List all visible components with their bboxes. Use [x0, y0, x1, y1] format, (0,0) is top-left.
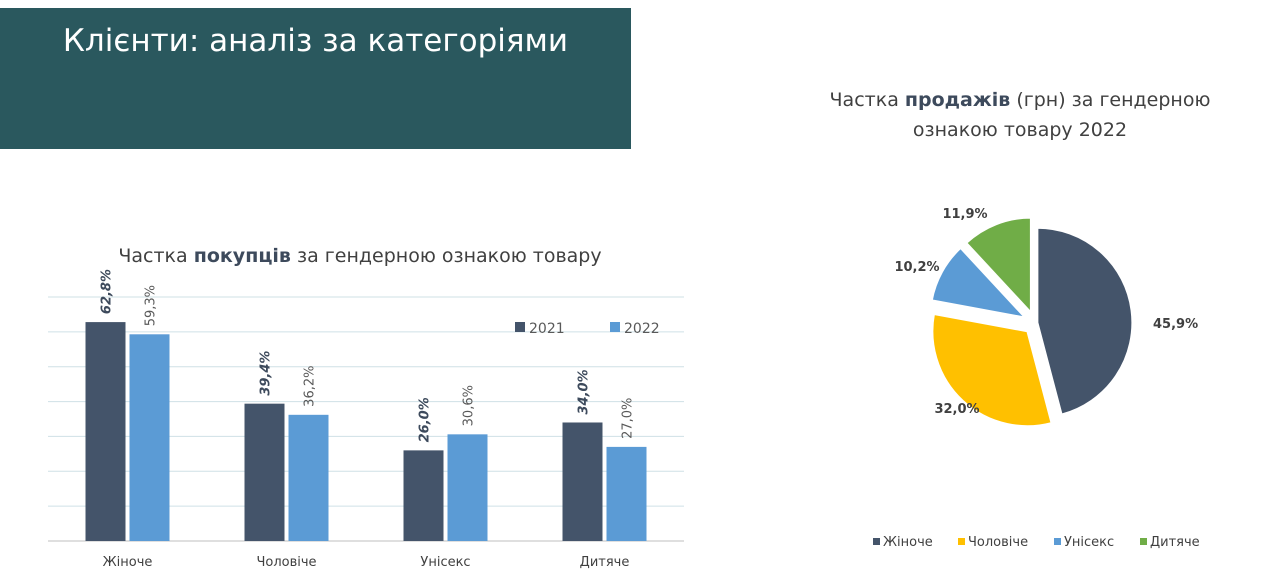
pie-data-label: 10,2% [894, 260, 939, 275]
pie-data-label: 32,0% [934, 402, 979, 417]
legend-swatch [610, 322, 620, 332]
data-label: 62,8% [100, 269, 115, 314]
bar-2022-2 [288, 414, 329, 541]
legend-swatch [515, 322, 525, 332]
data-label: 34,0% [577, 369, 592, 414]
x-tick-label: Жіноче [103, 555, 153, 570]
data-label: 36,2% [303, 366, 318, 407]
pie-legend-label: Чоловіче [968, 535, 1028, 550]
pie-slice-2 [931, 312, 1053, 428]
pie-slice-4 [964, 216, 1032, 316]
bar-2021-1 [85, 322, 126, 541]
bar-2022-1 [129, 334, 170, 541]
pie-legend-label: Унісекс [1064, 535, 1114, 550]
bar-chart-title-prefix: Частка [118, 245, 188, 267]
pie-legend-label: Дитяче [1150, 535, 1200, 550]
legend-label: 2021 [529, 321, 565, 337]
data-label: 26,0% [418, 397, 433, 442]
pie-data-label: 11,9% [942, 207, 987, 222]
pie-slice-1 [1036, 226, 1134, 416]
bar-2021-3 [403, 450, 444, 541]
pie-legend-swatch [958, 538, 965, 545]
bar-2021-4 [562, 422, 603, 541]
x-tick-label: Унісекс [420, 555, 470, 570]
bar-2021-2 [244, 403, 285, 541]
bar-chart-title-bold: покупців [193, 245, 291, 267]
pie-legend-swatch [1140, 538, 1147, 545]
pie-legend-swatch [873, 538, 880, 545]
legend-label: 2022 [624, 321, 660, 337]
pie-chart-title-bold: продажів [904, 89, 1011, 111]
data-label: 27,0% [621, 398, 636, 439]
slide-title-box: Клієнти: аналіз за категоріями [0, 8, 631, 149]
bar-2022-3 [447, 434, 488, 541]
bar-chart-title: Частка покупців за гендерною ознакою тов… [80, 241, 640, 271]
data-label: 59,3% [144, 285, 159, 326]
pie-legend-label: Жіноче [883, 535, 933, 550]
pie-chart-title-suffix: (грн) за гендерною ознакою товару 2022 [912, 89, 1211, 141]
pie-legend-swatch [1054, 538, 1061, 545]
data-label: 30,6% [462, 385, 477, 426]
pie-slice-3 [930, 246, 1028, 320]
pie-data-label: 45,9% [1153, 317, 1198, 332]
data-label: 39,4% [259, 351, 274, 396]
slide-title: Клієнти: аналіз за категоріями [62, 23, 569, 59]
bar-2022-4 [606, 446, 647, 541]
bar-chart-title-suffix: за гендерною ознакою товару [297, 245, 602, 267]
pie-chart-title-prefix: Частка [829, 89, 899, 111]
pie-chart-title: Частка продажів (грн) за гендерною ознак… [810, 85, 1230, 145]
x-tick-label: Чоловіче [256, 555, 316, 570]
x-tick-label: Дитяче [580, 555, 630, 570]
